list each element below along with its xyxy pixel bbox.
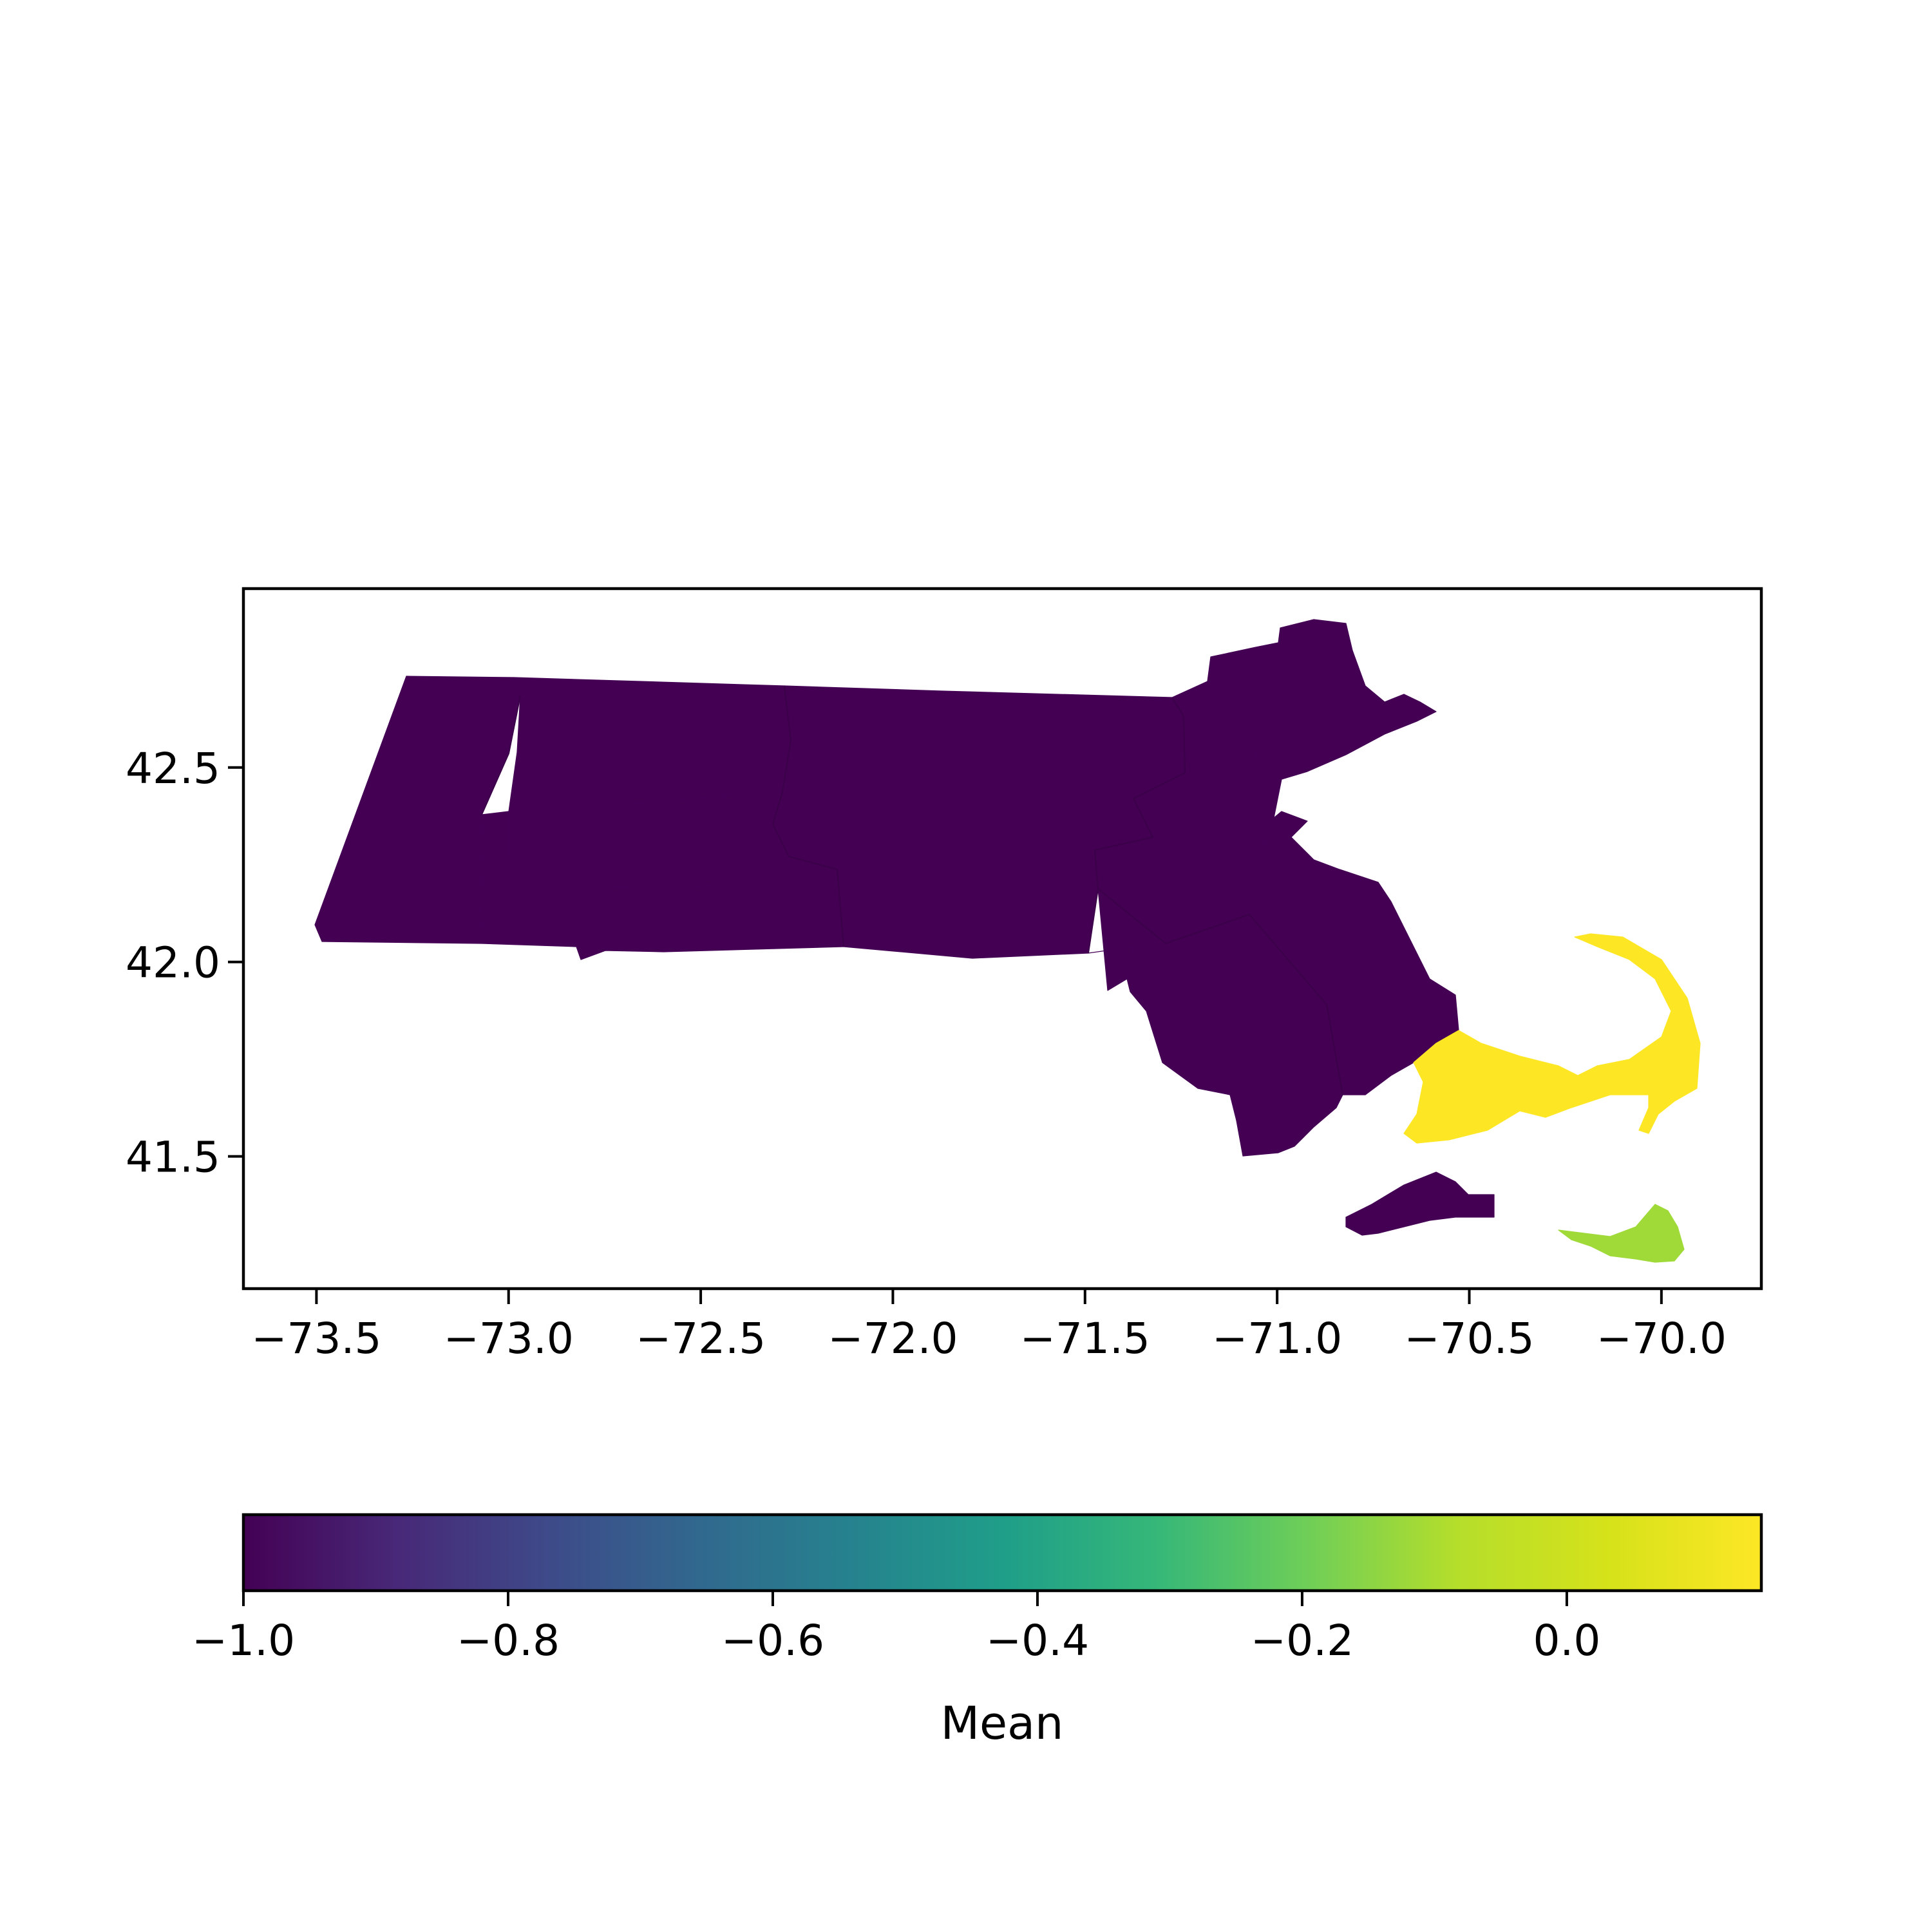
x-tick-label: −72.5 [636,1314,766,1363]
colorbar-tick-label: −0.6 [721,1616,824,1665]
x-tick-label: −72.0 [828,1314,958,1363]
colorbar-ticks: −1.0 −0.8 −0.6 −0.4 −0.2 0.0 [192,1591,1600,1665]
x-tick-label: −71.0 [1212,1314,1342,1363]
x-tick-label: −73.0 [444,1314,574,1363]
colorbar-label: Mean [941,1697,1064,1750]
x-tick-label: −70.0 [1596,1314,1727,1363]
colorbar-tick-label: −1.0 [192,1616,295,1665]
region-nantucket [1558,1204,1685,1263]
region-barnstable [1403,933,1701,1144]
colorbar-tick-label: −0.4 [986,1616,1089,1665]
colorbar: −1.0 −0.8 −0.6 −0.4 −0.2 0.0 Mean [192,1513,1763,1750]
x-axis-ticks: −73.5 −73.0 −72.5 −72.0 −71.5 −71.0 −70.5 −70.0 [251,1289,1727,1363]
map-regions [314,619,1701,1263]
y-tick-label: 42.5 [126,744,220,793]
colorbar-tick-label: −0.2 [1251,1616,1354,1665]
y-tick-label: 41.5 [126,1133,220,1182]
x-tick-label: −71.5 [1020,1314,1150,1363]
county-boundaries [481,685,1343,1095]
region-plymouth [1249,859,1459,1095]
region-essex [1207,619,1437,780]
y-tick-label: 42.0 [126,938,220,988]
map-axes: −73.5 −73.0 −72.5 −72.0 −71.5 −71.0 −70.5 −70.0… [126,587,1763,1363]
colorbar-gradient [242,1513,1763,1593]
x-tick-label: −70.5 [1404,1314,1534,1363]
y-axis-ticks: 41.5 42.0 42.5 [126,744,243,1182]
colorbar-tick-label: −0.8 [457,1616,560,1665]
map-axes-frame [242,587,1763,1291]
region-dukes [1345,1171,1495,1236]
x-tick-label: −73.5 [251,1314,381,1363]
colorbar-tick-label: 0.0 [1533,1616,1600,1665]
